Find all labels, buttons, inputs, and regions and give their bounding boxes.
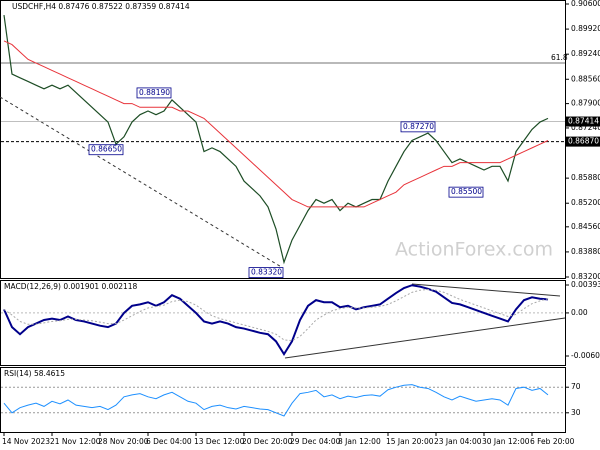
y-tick-label: 70 bbox=[571, 382, 581, 391]
trend-line bbox=[0, 96, 284, 269]
fib-label: 61.8 bbox=[551, 53, 568, 62]
y-tick-label: 30 bbox=[571, 408, 581, 417]
y-tick-label: 0.85200 bbox=[571, 198, 600, 207]
annotation-box bbox=[400, 121, 436, 133]
annotation-box bbox=[88, 144, 124, 156]
y-tick-label: 0.83880 bbox=[571, 247, 600, 256]
current-price-label: 0.87414 bbox=[568, 117, 599, 126]
macd-panel bbox=[0, 280, 566, 366]
x-tick-label: 14 Nov 2023 bbox=[2, 437, 50, 446]
series-line bbox=[3, 40, 549, 208]
annotation-label: 0.87270 bbox=[403, 122, 434, 131]
y-tick-label: 0.88560 bbox=[571, 74, 600, 83]
macd-trend-upper bbox=[411, 283, 561, 297]
series-line bbox=[3, 288, 549, 342]
y-tick-label: 0.89240 bbox=[571, 49, 600, 58]
y-tick-label: 0.87900 bbox=[571, 99, 600, 108]
rsi-title: RSI(14) 58.4615 bbox=[4, 369, 65, 378]
annotation-label: 0.86650 bbox=[91, 145, 122, 154]
y-tick-label: 0.87240 bbox=[571, 123, 600, 132]
annotation-box bbox=[136, 87, 172, 99]
annotation-box bbox=[448, 186, 484, 198]
y-tick-label: 0.83200 bbox=[571, 272, 600, 281]
x-tick-label: 6 Feb 20:00 bbox=[530, 437, 575, 446]
x-tick-label: 6 Dec 04:00 bbox=[146, 437, 192, 446]
x-tick-label: 28 Nov 20:00 bbox=[98, 437, 149, 446]
y-tick-label: 0.85880 bbox=[571, 173, 600, 182]
y-tick-label: -0.006068 bbox=[571, 351, 600, 360]
x-tick-label: 23 Jan 04:00 bbox=[434, 437, 482, 446]
annotation-box bbox=[248, 267, 284, 278]
x-tick-label: 30 Jan 12:00 bbox=[482, 437, 530, 446]
y-tick-label: 0.84560 bbox=[571, 222, 600, 231]
rsi-panel bbox=[0, 367, 566, 433]
main-panel bbox=[0, 0, 566, 279]
x-tick-label: 21 Nov 12:00 bbox=[50, 437, 101, 446]
annotation-label: 0.83320 bbox=[251, 268, 282, 277]
x-tick-label: 13 Dec 12:00 bbox=[194, 437, 245, 446]
x-tick-label: 8 Jan 12:00 bbox=[338, 437, 381, 446]
y-tick-label: 0.00 bbox=[571, 308, 588, 317]
y-tick-label: 0.003933 bbox=[571, 280, 600, 289]
x-tick-label: 15 Jan 20:00 bbox=[386, 437, 434, 446]
level-box bbox=[566, 136, 600, 147]
level-label: 0.86870 bbox=[568, 137, 599, 146]
current-price-box bbox=[566, 116, 600, 127]
y-tick-label: 0.89920 bbox=[571, 24, 600, 33]
series-line bbox=[3, 14, 549, 265]
watermark: ActionForex.com bbox=[395, 239, 553, 261]
annotation-label: 0.88190 bbox=[139, 88, 170, 97]
macd-trend-lower bbox=[284, 317, 566, 359]
y-tick-label: 0.90600 bbox=[571, 0, 600, 8]
main-title: USDCHF,H4 0.87476 0.87522 0.87359 0.8741… bbox=[12, 2, 190, 11]
series-line bbox=[3, 384, 549, 417]
x-tick-label: 20 Dec 20:00 bbox=[242, 437, 293, 446]
macd-title: MACD(12,26,9) 0.001901 0.002118 bbox=[4, 282, 138, 291]
series-line bbox=[3, 284, 549, 356]
x-tick-label: 29 Dec 04:00 bbox=[290, 437, 341, 446]
annotation-label: 0.85500 bbox=[451, 187, 482, 196]
